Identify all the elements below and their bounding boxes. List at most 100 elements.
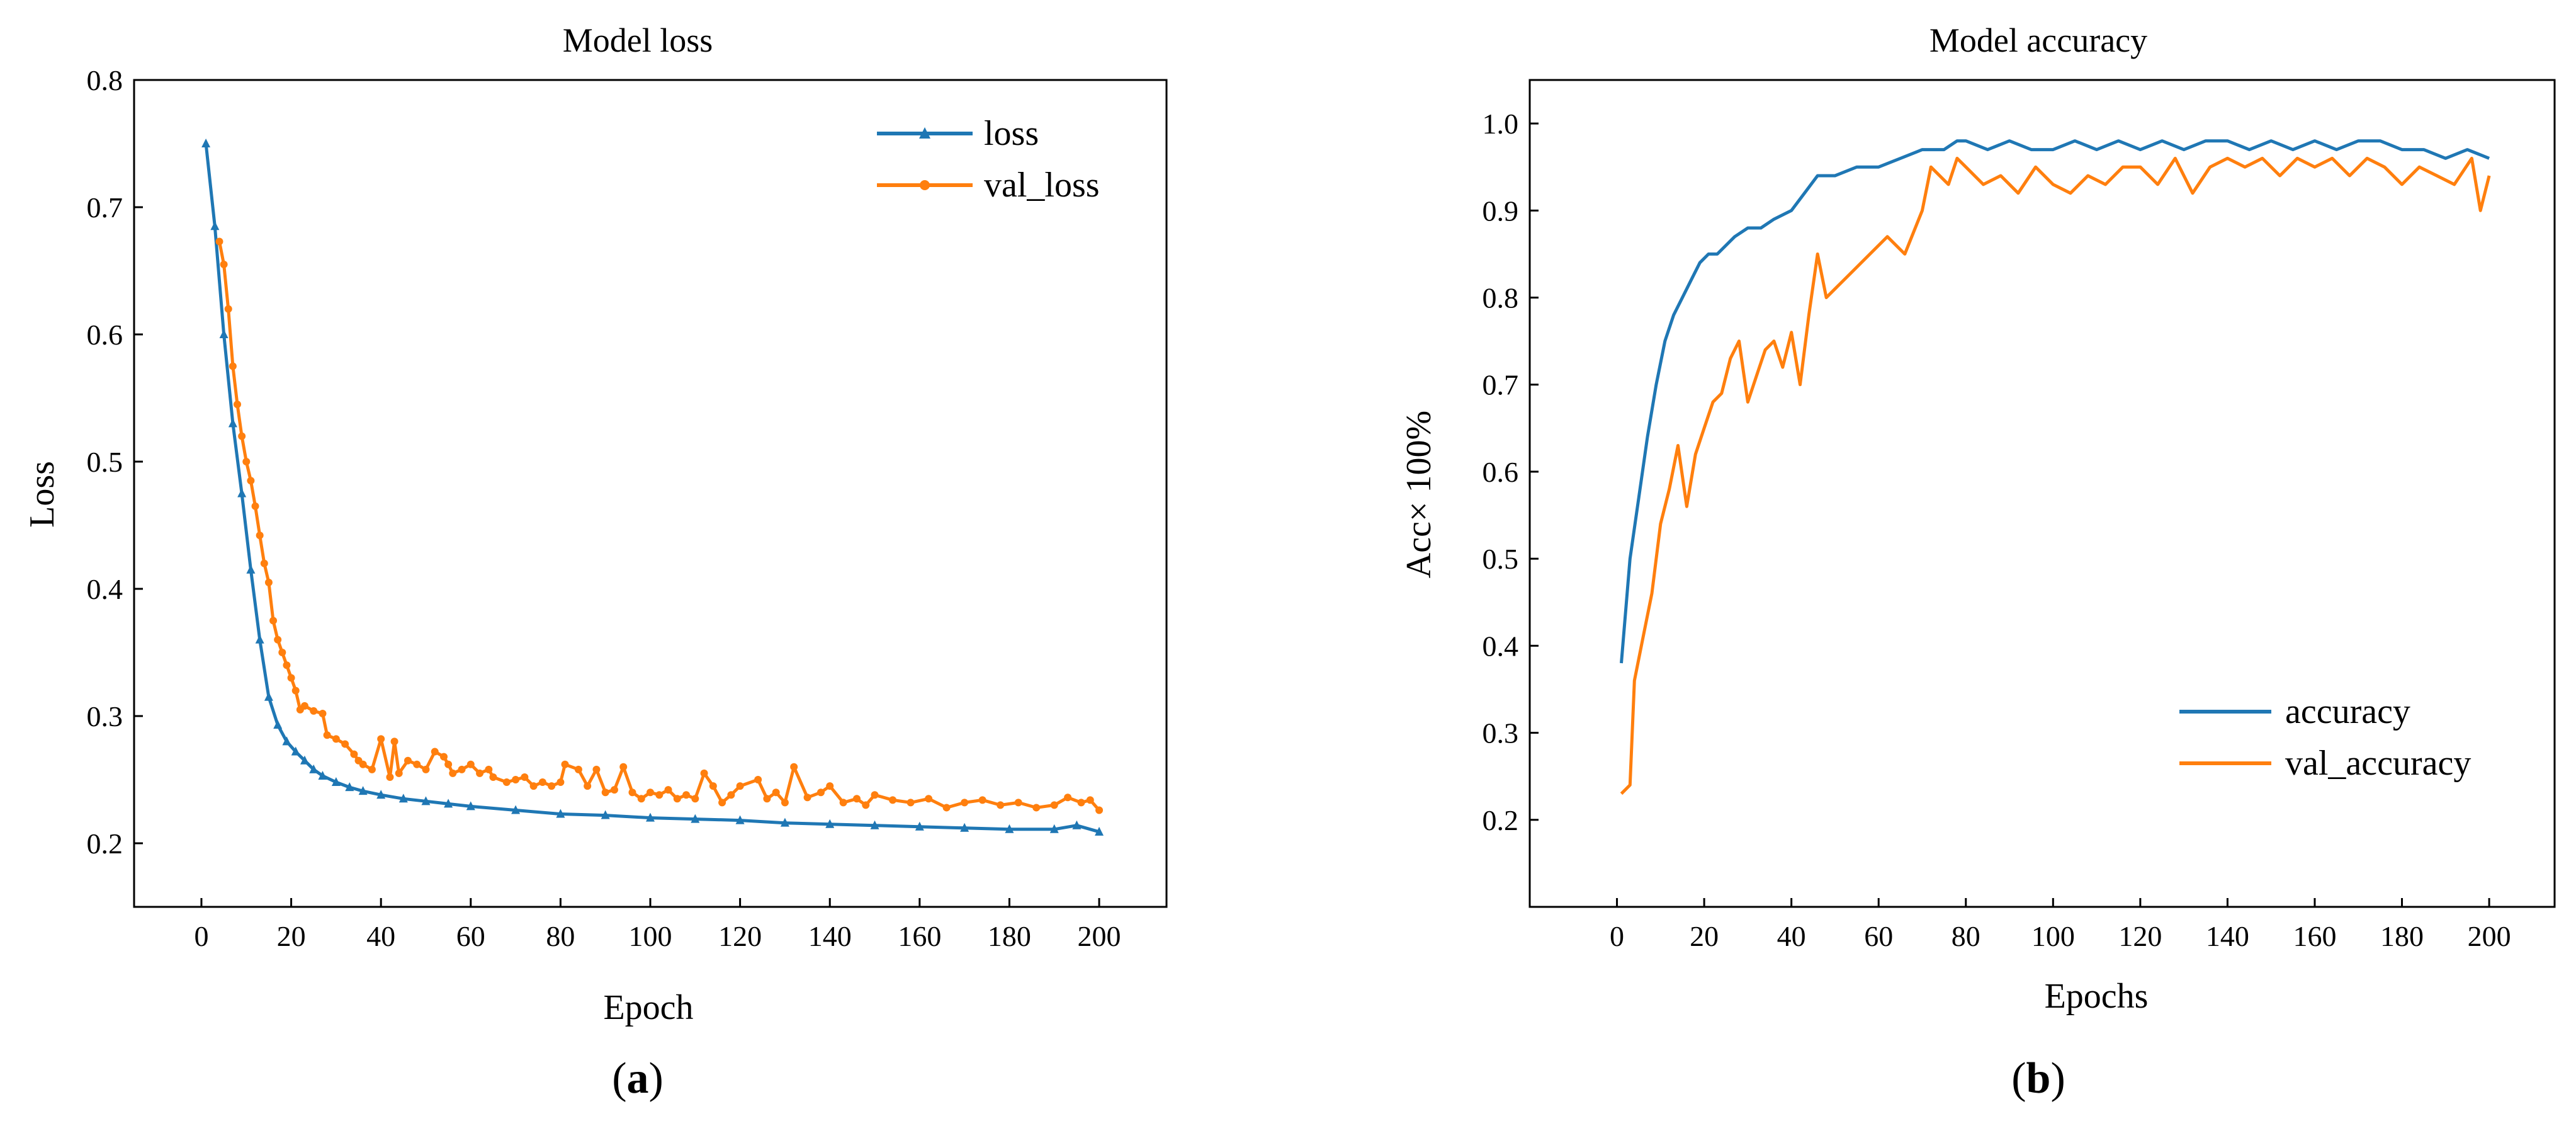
loss-loss-point (318, 770, 327, 780)
loss-chart: Model loss 0 20 40 60 80 100 120 140 160 180 200 0.… (23, 21, 1168, 1103)
loss-loss-point (398, 794, 408, 803)
loss-chart-title: Model loss (563, 21, 713, 59)
loss-val-loss-point (619, 763, 628, 771)
loss-val-loss-point (871, 791, 879, 799)
loss-val-loss-point (260, 559, 268, 567)
loss-y-tick-label: 0.6 (87, 319, 123, 351)
legend-label-loss: loss (984, 114, 1039, 153)
loss-val-loss-point (961, 799, 969, 807)
loss-val-loss-point (431, 748, 439, 756)
loss-loss-point (915, 821, 924, 831)
accuracy-axes-frame (1528, 79, 2556, 908)
loss-loss-point (1005, 824, 1014, 833)
loss-val-loss-point (548, 782, 556, 790)
loss-val-loss-point (251, 502, 259, 510)
loss-val-loss-point (637, 795, 645, 803)
loss-val-loss-point (584, 782, 592, 790)
loss-val-loss-point (655, 791, 664, 799)
loss-val-loss-point (754, 776, 762, 783)
loss-val-loss-point (229, 362, 237, 370)
loss-y-tick-label: 0.7 (87, 191, 123, 224)
loss-loss-point (246, 564, 256, 574)
loss-loss-point (237, 488, 247, 498)
loss-x-tick-label: 180 (988, 920, 1031, 952)
accuracy-x-tick-label: 180 (2380, 920, 2424, 952)
loss-val-loss-point (274, 635, 282, 644)
legend-label-accuracy: accuracy (2285, 692, 2410, 731)
loss-val-loss-point (350, 750, 358, 758)
loss-y-tick-label: 0.5 (87, 446, 123, 478)
accuracy-series-val-accuracy-line (1620, 156, 2491, 795)
loss-y-tick-label: 0.3 (87, 700, 123, 732)
accuracy-x-tick-label: 20 (1690, 920, 1719, 952)
loss-val-loss-point (682, 791, 691, 799)
loss-val-loss-point (291, 686, 300, 695)
loss-val-loss-point (234, 401, 241, 409)
loss-loss-point (825, 819, 835, 828)
accuracy-x-tick-label: 80 (1952, 920, 1980, 952)
loss-val-loss-point (283, 661, 291, 669)
loss-val-loss-point (610, 786, 618, 794)
loss-val-loss-point (1050, 801, 1058, 809)
loss-val-loss-point (925, 795, 933, 803)
loss-val-loss-point (1064, 794, 1072, 802)
panel-label-a-letter: a (627, 1054, 649, 1103)
loss-x-tick-label: 20 (277, 920, 306, 952)
loss-val-loss-point (763, 795, 771, 803)
loss-loss-point (1049, 824, 1059, 833)
loss-loss-point (466, 801, 475, 811)
accuracy-x-axis-label: Epochs (2045, 977, 2149, 1016)
loss-val-loss-point (512, 776, 520, 783)
loss-loss-point (201, 139, 211, 147)
accuracy-x-tick-label: 100 (2031, 920, 2075, 952)
accuracy-plot-area: 0 20 40 60 80 100 120 140 160 180 200 0.2 0.3 0.4 0.5 0… (1483, 79, 2556, 952)
loss-val-loss-point (422, 765, 430, 773)
accuracy-y-tick-label: 0.9 (1483, 195, 1519, 227)
accuracy-x-tick-label: 60 (1864, 920, 1893, 952)
loss-val-loss-point (278, 649, 286, 656)
loss-val-loss-point (404, 756, 412, 765)
loss-val-loss-point (574, 765, 582, 773)
loss-val-loss-point (359, 760, 367, 768)
loss-val-loss-point (220, 260, 228, 268)
loss-loss-point (264, 691, 273, 701)
loss-x-tick-label: 140 (808, 920, 852, 952)
loss-loss-point (691, 814, 700, 823)
accuracy-y-tick-label: 1.0 (1483, 108, 1519, 140)
loss-val-loss-point (256, 532, 264, 540)
loss-val-loss-point (853, 795, 861, 803)
loss-val-loss-point (485, 765, 493, 773)
accuracy-x-tick-label: 200 (2468, 920, 2511, 952)
loss-val-loss-point (489, 773, 497, 781)
loss-x-tick-label: 40 (366, 920, 395, 952)
accuracy-y-tick-label: 0.4 (1483, 630, 1519, 662)
loss-val-loss-point (816, 788, 825, 797)
loss-val-loss-point (772, 788, 780, 797)
accuracy-y-tick-label: 0.2 (1483, 804, 1519, 836)
loss-loss-point (601, 810, 610, 819)
loss-val-loss-point (1032, 804, 1041, 812)
loss-loss-point (556, 809, 565, 818)
loss-val-loss-point (862, 801, 870, 809)
loss-loss-point (421, 796, 431, 805)
loss-val-loss-point (691, 795, 699, 803)
loss-val-loss-point (476, 769, 484, 777)
loss-val-loss-point (1095, 806, 1104, 814)
loss-val-loss-point (287, 674, 295, 682)
loss-val-loss-point (466, 760, 475, 768)
loss-val-loss-point (727, 791, 735, 799)
loss-loss-point (210, 221, 220, 230)
loss-y-tick-label: 0.8 (87, 64, 123, 96)
accuracy-chart-title: Model accuracy (1929, 21, 2147, 59)
panel-label-a: (a) (612, 1054, 664, 1103)
panel-label-b: (b) (2011, 1054, 2065, 1103)
loss-val-loss-point (700, 769, 708, 777)
loss-loss-point (735, 815, 745, 824)
loss-val-loss-point (238, 432, 246, 440)
loss-val-loss-point (341, 740, 349, 748)
loss-loss-point (273, 720, 283, 729)
loss-series-loss-line (204, 143, 1100, 834)
loss-val-loss-point (781, 799, 789, 807)
loss-loss-point (444, 799, 453, 808)
loss-loss-point (960, 822, 969, 832)
